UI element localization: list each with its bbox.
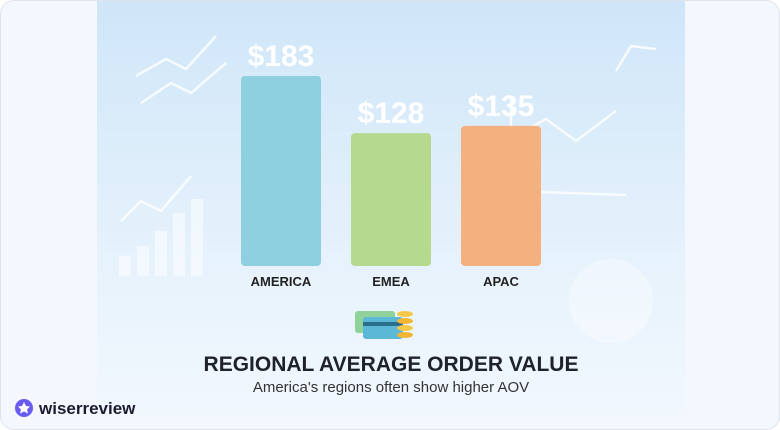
value-label: $183 xyxy=(248,40,315,73)
x-tick-label: EMEA xyxy=(372,274,410,289)
bar xyxy=(461,125,541,267)
brand-logo xyxy=(15,399,33,417)
x-tick-label: AMERICA xyxy=(251,274,312,289)
chart-subtitle: America's regions often show higher AOV xyxy=(253,379,529,396)
chart-title: REGIONAL AVERAGE ORDER VALUE xyxy=(204,353,579,376)
x-tick-label: APAC xyxy=(483,274,519,289)
value-label: $135 xyxy=(468,90,535,123)
card-icon xyxy=(355,311,413,339)
decoration xyxy=(119,35,657,343)
bar xyxy=(351,133,431,266)
value-label: $128 xyxy=(358,97,425,130)
brand-name: wiserreview xyxy=(38,399,136,418)
bar xyxy=(241,76,321,266)
